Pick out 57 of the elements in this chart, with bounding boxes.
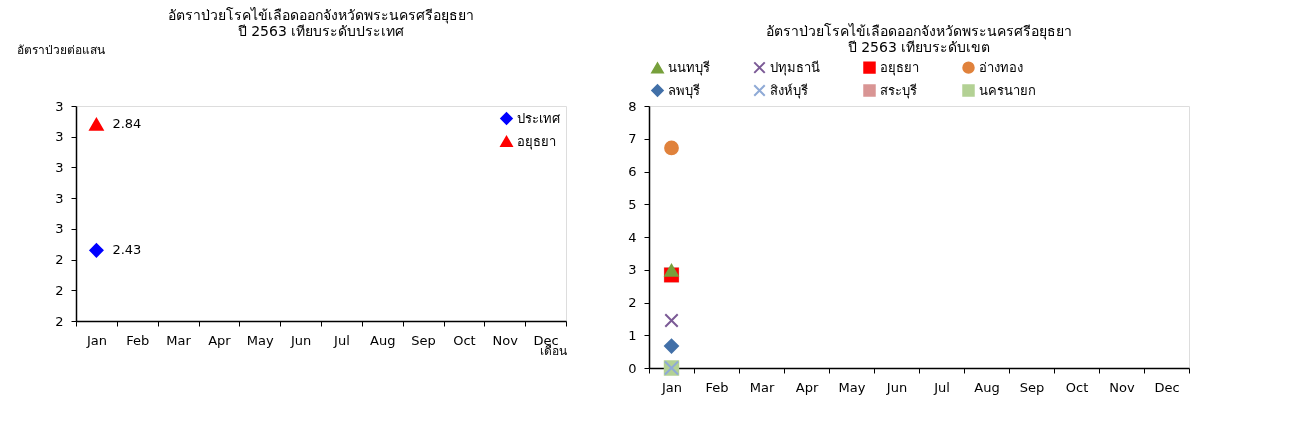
- legend-label: ปทุมธานี: [770, 59, 820, 76]
- y-tick-label: 3: [55, 129, 64, 145]
- y-tick-label: 6: [628, 164, 637, 179]
- x-tick-label: Jun: [289, 332, 312, 348]
- y-tick-label: 2: [55, 252, 64, 268]
- y-tick-label: 5: [628, 196, 637, 212]
- x-tick-label: Mar: [749, 379, 775, 395]
- x-tick-label: Jul: [333, 332, 350, 348]
- legend-label: อ่างทอง: [979, 59, 1023, 75]
- x-tick-label: Oct: [453, 332, 476, 348]
- y-tick-label: 2: [628, 295, 637, 310]
- x-tick-label: May: [838, 379, 866, 395]
- x-tick-label: Sep: [1019, 379, 1045, 395]
- legend-label: อยุธยา: [880, 59, 919, 76]
- data-label: 2.43: [112, 242, 142, 258]
- x-tick-label: Nov: [1109, 379, 1135, 395]
- legend-label: อยุธยา: [517, 133, 556, 150]
- y-tick-label: 2: [55, 282, 64, 298]
- x-tick-label: Mar: [166, 332, 192, 348]
- y-tick-label: 3: [55, 98, 64, 114]
- x-tick-label: May: [246, 332, 274, 348]
- legend-label: ประเทศ: [517, 110, 561, 126]
- data-label: 2.84: [112, 116, 142, 132]
- y-axis-title: อัตราป่วยต่อแสน: [16, 42, 105, 57]
- text: ปี 2563 เทียบระดับประเทศ: [237, 23, 405, 39]
- legend-label: สระบุรี: [880, 82, 917, 99]
- x-tick-label: Aug: [974, 379, 1000, 395]
- text: อัตราป่วยโรคไข้เลือดออกจังหวัดพระนครศรีอยุธยา: [766, 23, 1072, 39]
- y-tick-label: 4: [628, 229, 637, 245]
- x-tick-label: Jan: [660, 379, 683, 395]
- text: อัตราป่วยโรคไข้เลือดออกจังหวัดพระนครศรีอยุธยา: [168, 7, 474, 23]
- x-tick-label: Feb: [705, 379, 729, 395]
- text: ปี 2563 เทียบระดับเขต: [847, 39, 991, 55]
- legend-label: สิงห์บุรี: [770, 82, 808, 99]
- x-tick-label: Nov: [492, 332, 519, 348]
- legend-label: ลพบุรี: [668, 82, 700, 99]
- x-tick-label: Sep: [411, 332, 436, 348]
- y-tick-label: 7: [628, 131, 637, 147]
- y-tick-label: 8: [628, 98, 637, 114]
- x-tick-label: Apr: [795, 379, 819, 395]
- x-tick-label: Aug: [370, 332, 396, 348]
- x-tick-label: Feb: [126, 332, 150, 348]
- x-tick-label: Jul: [933, 379, 950, 395]
- x-tick-label: Apr: [208, 332, 232, 348]
- x-tick-label: Jan: [85, 332, 107, 348]
- y-tick-label: 2: [55, 313, 64, 329]
- x-tick-label: Oct: [1065, 379, 1089, 395]
- legend-label: นครนายก: [979, 82, 1036, 98]
- y-tick-label: 0: [628, 360, 637, 376]
- y-tick-label: 1: [628, 327, 637, 343]
- x-tick-label: Dec: [1154, 379, 1180, 395]
- y-tick-label: 3: [628, 262, 637, 278]
- x-tick-label: Jun: [885, 379, 908, 395]
- y-tick-label: 3: [55, 190, 64, 206]
- y-tick-label: 3: [55, 221, 64, 237]
- y-tick-label: 3: [55, 159, 64, 175]
- legend-label: นนทบุรี: [668, 59, 710, 76]
